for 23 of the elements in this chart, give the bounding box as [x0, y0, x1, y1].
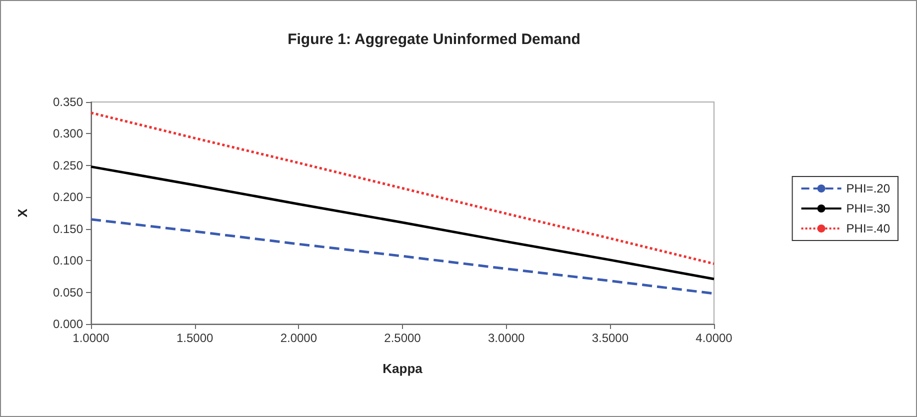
x-tick-label: 1.0000 — [72, 331, 110, 345]
x-tick-label: 4.0000 — [696, 331, 733, 345]
y-tick-label: 0.350 — [52, 95, 84, 109]
y-tick-label: 0.100 — [52, 254, 84, 268]
legend-label: PHI=.20 — [846, 182, 890, 196]
y-tick-label: 0.300 — [52, 126, 84, 141]
x-tick-label: 3.0000 — [488, 331, 526, 345]
line-series — [90, 112, 716, 265]
x-tick-label: 1.5000 — [176, 331, 214, 345]
legend-label: PHI=.40 — [846, 222, 890, 236]
line-series — [90, 165, 716, 280]
y-tick-label: 0.000 — [52, 317, 84, 331]
x-tick-label: 2.0000 — [280, 331, 318, 345]
y-tick-label: 0.250 — [52, 158, 84, 172]
y-tick-label: 0.200 — [52, 190, 84, 204]
x-tick-label: 3.5000 — [592, 331, 629, 345]
chart-title: Figure 1: Aggregate Uninformed Demand — [288, 31, 580, 48]
y-tick-label: 0.050 — [52, 285, 84, 300]
y-axis-title: X — [15, 208, 30, 218]
x-tick-label: 2.5000 — [384, 331, 422, 345]
y-tick-label: 0.150 — [52, 222, 84, 236]
x-axis-title: Kappa — [382, 361, 424, 376]
legend-label: PHI=.30 — [846, 202, 890, 216]
